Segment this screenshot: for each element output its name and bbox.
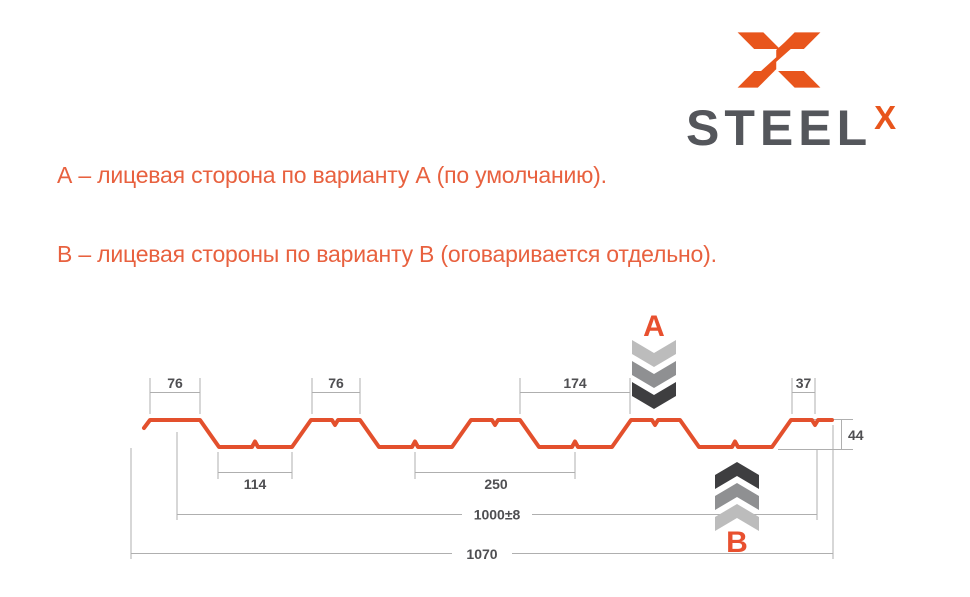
- dimension-lines: [130, 378, 853, 559]
- variant-b-chevrons-icon: [715, 462, 759, 531]
- dim-pitch: 250: [484, 476, 508, 492]
- dim-crest-width-2: 76: [328, 375, 344, 391]
- dim-edge-rib: 37: [796, 375, 812, 391]
- logo-ribbon-bottom-right: [778, 71, 821, 88]
- dim-crest-width-1: 76: [167, 375, 183, 391]
- overall-width-dimension: [130, 425, 834, 559]
- dim-valley-width: 114: [244, 476, 267, 492]
- logo-ribbon-top-left: [737, 32, 780, 49]
- brand-sup-x: X: [874, 99, 897, 136]
- logo-ribbon-bottom-left: [737, 71, 775, 88]
- valley-extension-lines: [217, 452, 576, 479]
- variant-a-label: А: [643, 310, 665, 343]
- profile-outline: [142, 418, 834, 449]
- dim-height: 44: [848, 427, 864, 443]
- brand-wordmark: STEELX: [686, 99, 897, 156]
- chevron-down-icon: [632, 340, 676, 367]
- cover-width-dimension: [176, 432, 818, 520]
- note-variant-b: В – лицевая стороны по варианту В (огова…: [57, 241, 717, 267]
- chevron-down-icon: [632, 382, 676, 409]
- variant-b-label: В: [726, 526, 748, 559]
- dim-cover-width: 1000±8: [474, 507, 521, 523]
- steelx-logo: STEELX: [686, 24, 926, 154]
- chevron-up-icon: [715, 483, 759, 510]
- dim-overall-width: 1070: [466, 546, 497, 562]
- dim-crest-gap: 174: [563, 375, 587, 391]
- variant-a-chevrons-icon: [632, 340, 676, 409]
- chevron-up-icon: [715, 504, 759, 531]
- steelx-x-icon: [737, 32, 821, 88]
- brand-text: STEEL: [686, 100, 873, 156]
- chevron-up-icon: [715, 462, 759, 489]
- top-extension-lines: [149, 378, 816, 414]
- note-variant-a: А – лицевая сторона по варианту А (по ум…: [57, 162, 607, 188]
- chevron-down-icon: [632, 361, 676, 388]
